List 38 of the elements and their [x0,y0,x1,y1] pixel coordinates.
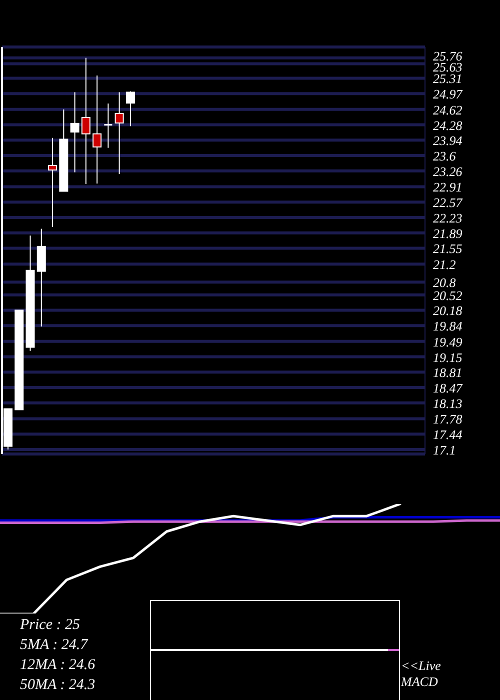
y-tick-label: 18.13 [433,395,463,410]
y-tick-label: 20.52 [433,287,463,302]
candlestick [114,92,124,175]
y-tick-label: 19.15 [433,349,463,364]
y-tick-label: 20.8 [433,274,456,290]
y-tick-label: 18.81 [433,364,462,380]
text: 12MA : 24.6 [20,656,96,674]
y-tick-label: 19.84 [433,318,463,334]
y-tick-label: 19.49 [433,334,463,349]
y-tick-label: 22.23 [433,210,463,225]
candlestick [126,90,135,127]
y-tick-label: 24.62 [433,102,463,117]
y-tick-label: 25.76 [433,48,463,63]
candlestick [70,92,80,173]
candlestick [103,103,113,148]
y-tick-label: 17.78 [433,411,463,426]
text: Price : 25 [20,616,80,634]
y-tick-label: 22.57 [433,194,463,210]
text: <<Live MACD [401,658,442,690]
text: 50MA : 24.3 [20,676,96,694]
y-tick-label: 23.94 [433,132,463,148]
y-tick-label: 24.28 [433,117,463,132]
y-tick-label: 23.26 [433,163,463,178]
text: 5MA : 24.7 [20,636,88,654]
candlestick [92,74,102,184]
y-tick-label: 18.47 [433,380,463,396]
y-tick-label: 22.91 [433,179,462,194]
candlestick [81,57,90,185]
candlestick [48,137,58,228]
y-tick-label: 25.31 [433,70,462,86]
y-tick-label: 17.1 [433,442,456,457]
y-tick-label: 21.2 [433,256,456,272]
y-tick-label: 20.18 [433,302,463,318]
y-tick-label: 23.6 [433,148,456,164]
y-tick-label: 24.97 [433,86,463,102]
y-tick-label: 17.44 [433,426,463,442]
y-tick-label: 21.89 [433,225,463,240]
y-tick-label: 21.55 [433,240,463,256]
